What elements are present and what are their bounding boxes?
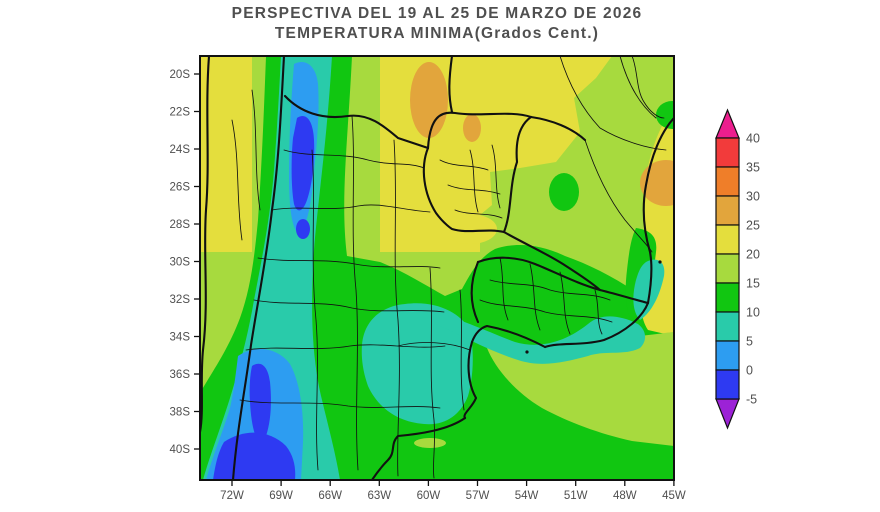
colorbar-segment-lightBlue xyxy=(716,341,739,370)
x-axis-label: 48W xyxy=(613,490,637,502)
y-axis-label: 22S xyxy=(170,107,191,119)
map-body xyxy=(200,56,692,480)
colorbar-segment-yellow xyxy=(716,225,739,254)
colorbar-arrow-top xyxy=(716,110,739,138)
x-axis-label: 45W xyxy=(662,490,686,502)
y-axis-label: 32S xyxy=(170,294,191,306)
colorbar-segment-red xyxy=(716,138,739,167)
y-axis-label: 28S xyxy=(170,219,191,231)
x-axis-label: 63W xyxy=(367,490,391,502)
x-axis-longitude: 72W 69W 66W 63W 60W 57W 54W 51W 48W 45W xyxy=(220,480,686,502)
y-axis-label: 30S xyxy=(170,257,191,269)
colorbar-segment-blue xyxy=(716,370,739,399)
y-axis-label: 38S xyxy=(170,407,191,419)
map-title-line1: PERSPECTIVA DEL 19 AL 25 DE MARZO DE 202… xyxy=(232,5,643,22)
x-axis-label: 69W xyxy=(269,490,293,502)
x-axis-label: 54W xyxy=(515,490,539,502)
colorbar-value: 5 xyxy=(746,335,753,349)
y-axis-label: 40S xyxy=(170,444,191,456)
temperature-colorbar: 40 35 30 25 20 15 10 5 0 -5 xyxy=(716,110,760,428)
x-axis-label: 51W xyxy=(564,490,588,502)
colorbar-value: 40 xyxy=(746,132,760,146)
colorbar-segment-teal xyxy=(716,312,739,341)
colorbar-segment-amber xyxy=(716,196,739,225)
colorbar-value: 35 xyxy=(746,161,760,175)
colorbar-value: 15 xyxy=(746,277,760,291)
colorbar-value: 20 xyxy=(746,248,760,262)
x-axis-label: 72W xyxy=(220,490,244,502)
y-axis-label: 26S xyxy=(170,182,191,194)
colorbar-value: 0 xyxy=(746,364,753,378)
colorbar-value: 10 xyxy=(746,306,760,320)
colorbar-value: -5 xyxy=(746,393,757,407)
weather-map-page: PERSPECTIVA DEL 19 AL 25 DE MARZO DE 202… xyxy=(0,0,880,512)
y-axis-label: 34S xyxy=(170,332,191,344)
map-title-line2: TEMPERATURA MINIMA(Grados Cent.) xyxy=(275,25,599,42)
colorbar-arrow-bottom xyxy=(716,399,739,428)
colorbar-segment-yellowGreen xyxy=(716,254,739,283)
colorbar-value: 30 xyxy=(746,190,760,204)
region-small-yg-sliver xyxy=(414,438,446,448)
x-axis-label: 60W xyxy=(417,490,441,502)
y-axis-label: 20S xyxy=(170,69,191,81)
map-figure: PERSPECTIVA DEL 19 AL 25 DE MARZO DE 202… xyxy=(0,0,880,512)
colorbar-value: 25 xyxy=(746,219,760,233)
x-axis-label: 66W xyxy=(318,490,342,502)
colorbar-segment-green xyxy=(716,283,739,312)
y-axis-label: 36S xyxy=(170,369,191,381)
y-axis-label: 24S xyxy=(170,144,191,156)
colorbar-segment-orange xyxy=(716,167,739,196)
y-axis-latitude: 20S 22S 24S 26S 28S 30S 32S 34S 36S 38S 40S xyxy=(170,69,200,456)
x-axis-label: 57W xyxy=(466,490,490,502)
